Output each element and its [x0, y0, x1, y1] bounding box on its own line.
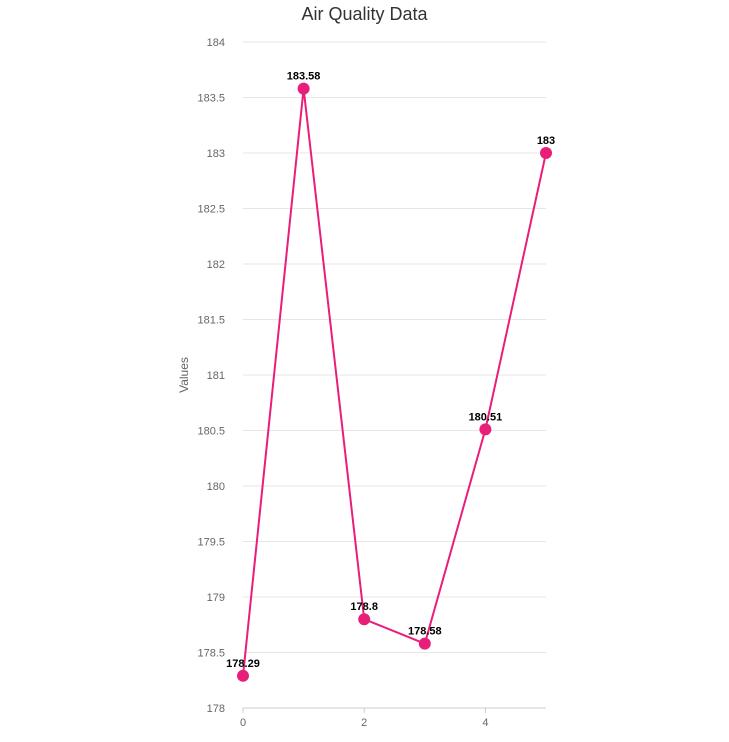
- data-labels: 178.29 183.58 178.8 178.58 180.51 183: [226, 71, 555, 670]
- y-tick-label: 179: [207, 592, 225, 604]
- data-point: [297, 82, 310, 95]
- y-axis-title: Values: [177, 357, 191, 393]
- data-label: 180.51: [469, 411, 503, 423]
- data-label: 183: [537, 135, 555, 147]
- data-label: 178.58: [408, 626, 442, 638]
- data-point: [540, 147, 552, 159]
- y-tick-label: 180: [207, 481, 225, 493]
- y-tick-label: 182.5: [197, 204, 225, 216]
- data-label: 178.29: [226, 658, 260, 670]
- y-axis-ticks: 178 178.5 179 179.5 180 180.5 181 181.5 182 182.5…: [197, 37, 225, 715]
- y-tick-label: 178: [207, 703, 225, 715]
- data-point: [418, 637, 431, 650]
- y-tick-label: 183.5: [197, 93, 225, 105]
- x-tick-label: 4: [482, 717, 488, 729]
- x-tick-label: 0: [240, 717, 246, 729]
- data-series: [237, 82, 552, 682]
- y-tick-label: 181: [207, 370, 225, 382]
- y-tick-label: 183: [207, 148, 225, 160]
- y-tick-label: 181.5: [197, 315, 225, 327]
- data-point: [479, 423, 492, 436]
- data-label: 183.58: [287, 71, 321, 83]
- y-tick-label: 184: [207, 37, 225, 49]
- x-axis-ticks: 0 2 4: [240, 708, 488, 729]
- y-tick-label: 182: [207, 259, 225, 271]
- chart-title: Air Quality Data: [301, 4, 428, 24]
- grid-lines: [243, 41, 546, 709]
- series-line: [242, 88, 547, 676]
- y-tick-label: 179.5: [197, 537, 225, 549]
- x-tick-label: 2: [361, 717, 367, 729]
- y-tick-label: 180.5: [197, 426, 225, 438]
- y-tick-label: 178.5: [197, 648, 225, 660]
- data-point: [237, 669, 249, 682]
- data-point: [358, 613, 371, 626]
- data-label: 178.8: [350, 601, 378, 613]
